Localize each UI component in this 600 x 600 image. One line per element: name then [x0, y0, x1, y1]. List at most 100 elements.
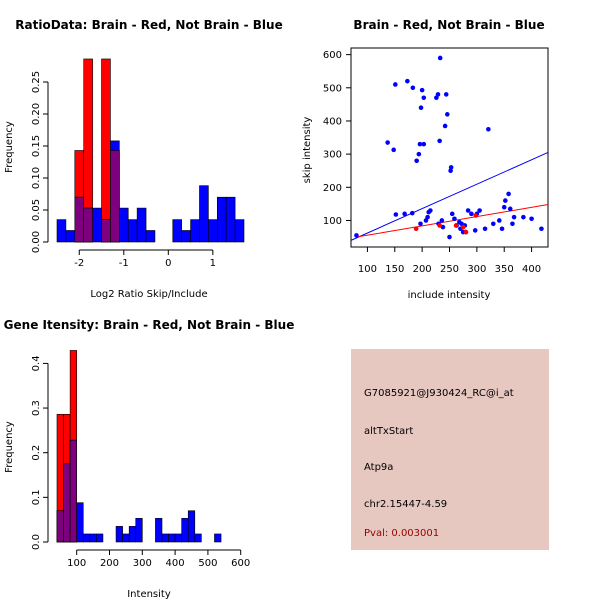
ratio-y-axis-label: Frequency	[4, 121, 15, 173]
scatter-point-brain	[473, 213, 479, 218]
gene-x-tick-label: 400	[166, 558, 185, 569]
scatter-point-not-brain	[449, 211, 455, 217]
gene-x-tick-label: 300	[133, 558, 152, 569]
scatter-point-brain	[413, 226, 419, 232]
gene-bar-not-brain	[135, 518, 143, 543]
scatter-point-not-brain	[421, 95, 427, 101]
scatter-point-not-brain	[503, 198, 508, 203]
scatter-point-not-brain	[499, 226, 505, 232]
info-box	[351, 349, 549, 550]
gene-histogram-panel: Gene Itensity: Brain - Red, Not Brain - …	[4, 318, 295, 600]
ratio-histogram-panel: RatioData: Brain - Red, Not Brain - Blue…	[4, 18, 283, 300]
gene-bar-not-brain	[128, 526, 137, 543]
scatter-point-not-brain	[521, 214, 526, 220]
scatter-point-not-brain	[448, 165, 454, 170]
scatter-point-not-brain	[472, 228, 478, 233]
scatter-point-not-brain	[393, 82, 398, 87]
ratio-bar-brain	[101, 58, 111, 243]
scatter-point-not-brain	[529, 216, 534, 222]
ratio-bar-not-brain	[190, 219, 200, 243]
scatter-y-axis-label: skip intensity	[302, 117, 313, 184]
gene-bar-not-brain	[96, 533, 104, 543]
gene-bar-overlap	[69, 439, 77, 543]
ratio-bar-not-brain	[127, 219, 138, 243]
scatter-fit-line-not-brain	[350, 152, 549, 241]
scatter-point-not-brain	[439, 218, 445, 223]
scatter-plot-box	[350, 47, 549, 248]
ratio-bar-not-brain	[208, 219, 218, 243]
scatter-point-not-brain	[437, 55, 443, 61]
scatter-chart-title: Brain - Red, Not Brain - Blue	[353, 18, 544, 32]
ratio-y-tick-label: 0.20	[31, 103, 42, 125]
gene-bar-not-brain	[187, 510, 196, 543]
scatter-y-tick-label: 100	[323, 216, 342, 227]
info-panel: G7085921@J930424_RC@i_at altTxStart Atp9…	[351, 349, 549, 550]
ratio-bar-not-brain	[181, 230, 191, 243]
ratio-x-tick-label: 1	[210, 258, 216, 269]
gene-x-tick-label: 200	[100, 558, 119, 569]
ratio-bar-not-brain	[92, 207, 102, 243]
probe-id-text: G7085921@J930424_RC@i_at	[364, 388, 514, 399]
scatter-point-not-brain	[496, 218, 502, 223]
scatter-point-not-brain	[501, 204, 507, 210]
gene-bar-overlap	[63, 463, 71, 543]
scatter-point-not-brain	[385, 140, 390, 145]
ratio-y-tick-label: 0.05	[31, 199, 42, 221]
ratio-bar-not-brain	[199, 185, 209, 243]
ratio-bar-overlap	[83, 207, 93, 243]
gene-bar-not-brain	[214, 533, 222, 543]
scatter-point-not-brain	[428, 208, 433, 213]
scatter-point-not-brain	[469, 211, 474, 217]
gene-y-tick-label: 0.1	[31, 489, 42, 505]
scatter-point-not-brain	[465, 208, 471, 213]
scatter-x-tick-label: 200	[413, 264, 432, 275]
scatter-point-brain	[463, 229, 469, 235]
scatter-point-not-brain	[393, 212, 399, 217]
scatter-point-not-brain	[410, 85, 416, 91]
scatter-point-not-brain	[419, 87, 425, 93]
scatter-point-not-brain	[486, 126, 491, 132]
scatter-point-brain	[453, 223, 459, 228]
gene-y-tick-label: 0.2	[31, 445, 42, 461]
gene-x-axis-label: Intensity	[127, 589, 171, 600]
scatter-point-not-brain	[425, 214, 430, 220]
gene-axes: 100 200 300 400 500 600 0.0 0.1 0.2 0.3 0.4	[31, 355, 250, 569]
ratio-bars	[56, 58, 245, 243]
location-text: chr2.15447-4.59	[364, 499, 447, 510]
ratio-bar-not-brain	[136, 207, 147, 243]
ratio-y-tick-label: 0.00	[31, 231, 42, 253]
scatter-axes: 100 150 200 250 300 350 400 100 200 300 400 500 600	[323, 50, 541, 275]
scatter-point-not-brain	[416, 151, 422, 157]
gene-bar-not-brain	[174, 533, 182, 543]
gene-chart-title: Gene Itensity: Brain - Red, Not Brain - …	[4, 318, 295, 332]
gene-x-tick-label: 100	[67, 558, 86, 569]
gene-y-axis-label: Frequency	[4, 421, 15, 473]
scatter-point-not-brain	[437, 138, 442, 144]
scatter-y-tick-label: 300	[323, 150, 342, 161]
scatter-regression-lines	[350, 152, 549, 241]
gene-y-tick-label: 0.4	[31, 355, 42, 371]
scatter-point-not-brain	[391, 147, 396, 153]
ratio-x-axis-label: Log2 Ratio Skip/Include	[90, 289, 207, 300]
ratio-bar-overlap	[101, 219, 111, 243]
gene-bar-not-brain	[82, 533, 91, 543]
scatter-point-brain	[460, 224, 466, 230]
ratio-axes: -2 -1 0 1 0.00 0.05 0.10 0.15 0.20 0.25	[31, 71, 216, 269]
scatter-point-not-brain	[442, 123, 448, 129]
ratio-bar-not-brain	[225, 196, 236, 243]
scatter-point-not-brain	[445, 112, 450, 117]
pval-text: Pval: 0.003001	[364, 528, 439, 539]
ratio-bar-overlap	[74, 196, 85, 243]
scatter-point-not-brain	[511, 214, 517, 220]
scatter-x-tick-label: 350	[495, 264, 514, 275]
scatter-point-not-brain	[539, 226, 544, 232]
gene-bar-not-brain	[161, 533, 169, 543]
scatter-point-not-brain	[418, 105, 424, 110]
gene-bar-not-brain	[115, 526, 123, 543]
ratio-chart-title: RatioData: Brain - Red, Not Brain - Blue	[15, 18, 282, 32]
scatter-x-tick-label: 400	[522, 264, 541, 275]
ratio-x-tick-label: 0	[165, 258, 171, 269]
ratio-bar-not-brain	[65, 230, 76, 243]
scatter-point-not-brain	[443, 92, 449, 97]
scatter-point-not-brain	[477, 208, 482, 213]
